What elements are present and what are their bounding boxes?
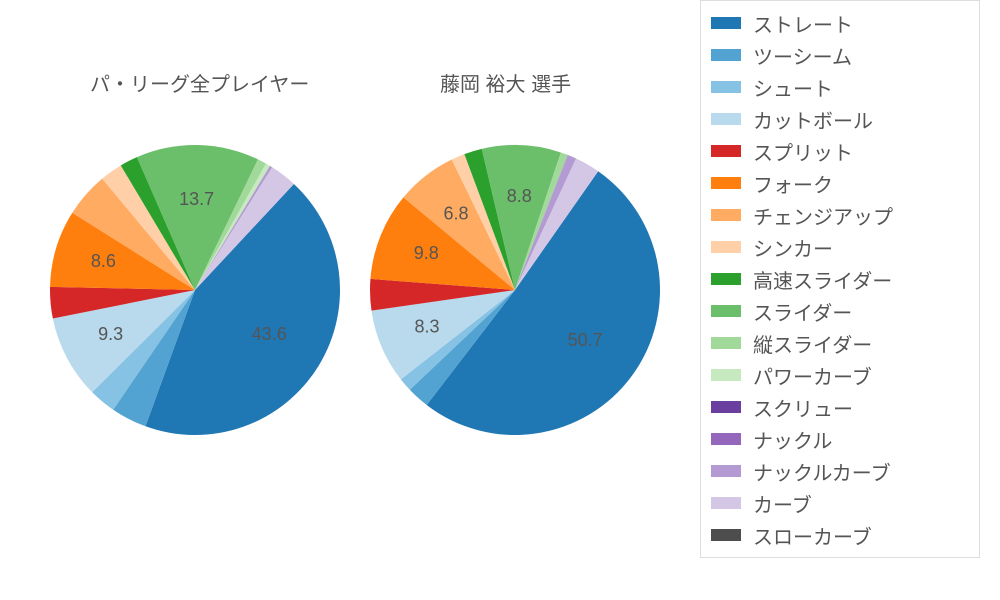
legend-swatch xyxy=(711,209,741,221)
pie-chart-player: 50.7 8.3 9.86.8 8.8 xyxy=(330,105,700,475)
pie-chart-league: 43.6 9.3 8.6 13.7 xyxy=(10,105,380,475)
legend-item: スプリット xyxy=(711,135,969,167)
pie-slice-label: 8.6 xyxy=(91,251,116,271)
legend-item: シンカー xyxy=(711,231,969,263)
legend-swatch xyxy=(711,433,741,445)
legend-item: ナックルカーブ xyxy=(711,455,969,487)
legend-item: 縦スライダー xyxy=(711,327,969,359)
legend-item: ストレート xyxy=(711,7,969,39)
legend-label: カーブ xyxy=(753,489,812,518)
legend-swatch xyxy=(711,465,741,477)
legend-swatch xyxy=(711,17,741,29)
legend-swatch xyxy=(711,369,741,381)
legend-label: ツーシーム xyxy=(753,41,852,70)
legend-label: パワーカーブ xyxy=(753,361,872,390)
legend-label: ナックル xyxy=(753,425,832,454)
legend-label: シンカー xyxy=(753,233,833,262)
legend-swatch xyxy=(711,401,741,413)
legend-item: カットボール xyxy=(711,103,969,135)
legend-swatch xyxy=(711,113,741,125)
pie-slice-label: 9.3 xyxy=(98,324,123,344)
legend-label: スローカーブ xyxy=(753,521,872,550)
legend-item: スクリュー xyxy=(711,391,969,423)
chart-canvas: パ・リーグ全プレイヤー 藤岡 裕大 選手 43.6 9.3 8.6 13.7 50.7… xyxy=(0,0,1000,600)
pie-slice-label: 43.6 xyxy=(252,324,287,344)
legend-label: スライダー xyxy=(753,297,852,326)
pie-svg: 43.6 9.3 8.6 13.7 xyxy=(10,105,380,475)
legend-label: フォーク xyxy=(753,169,833,198)
legend-swatch xyxy=(711,177,741,189)
legend-swatch xyxy=(711,305,741,317)
legend-swatch xyxy=(711,81,741,93)
legend-item: ツーシーム xyxy=(711,39,969,71)
legend-label: カットボール xyxy=(753,105,873,134)
legend-item: チェンジアップ xyxy=(711,199,969,231)
legend-swatch xyxy=(711,145,741,157)
legend-label: チェンジアップ xyxy=(753,201,893,230)
legend-label: スプリット xyxy=(753,137,853,166)
legend-label: 縦スライダー xyxy=(753,329,872,358)
pie-slice-label: 6.8 xyxy=(443,203,468,223)
legend-swatch xyxy=(711,529,741,541)
chart-title-player: 藤岡 裕大 選手 xyxy=(440,68,571,97)
chart-title-league: パ・リーグ全プレイヤー xyxy=(90,68,309,97)
pie-slice-label: 13.7 xyxy=(179,189,214,209)
pie-svg: 50.7 8.3 9.86.8 8.8 xyxy=(330,105,700,475)
legend-item: カーブ xyxy=(711,487,969,519)
legend-swatch xyxy=(711,497,741,509)
legend-item: スローカーブ xyxy=(711,519,969,551)
legend-item: フォーク xyxy=(711,167,969,199)
legend-item: ナックル xyxy=(711,423,969,455)
legend-item: 高速スライダー xyxy=(711,263,969,295)
pie-slice-label: 50.7 xyxy=(568,330,603,350)
legend-label: シュート xyxy=(753,73,833,102)
legend-swatch xyxy=(711,241,741,253)
pie-slice-label: 8.3 xyxy=(414,316,439,336)
legend-item: シュート xyxy=(711,71,969,103)
pie-slice-label: 8.8 xyxy=(507,186,532,206)
pie-slice-label: 9.8 xyxy=(414,243,439,263)
legend-label: スクリュー xyxy=(753,393,853,422)
legend: ストレートツーシームシュートカットボールスプリットフォークチェンジアップシンカー… xyxy=(700,0,980,558)
legend-swatch xyxy=(711,273,741,285)
legend-label: ナックルカーブ xyxy=(753,457,891,486)
legend-item: スライダー xyxy=(711,295,969,327)
legend-item: パワーカーブ xyxy=(711,359,969,391)
legend-label: 高速スライダー xyxy=(753,265,892,294)
legend-label: ストレート xyxy=(753,9,853,38)
legend-swatch xyxy=(711,49,741,61)
legend-swatch xyxy=(711,337,741,349)
